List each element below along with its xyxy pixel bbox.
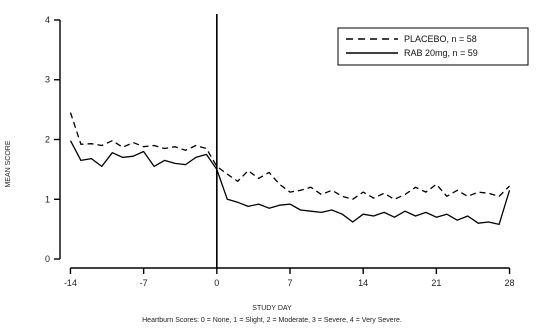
x-tick-label: -7 bbox=[140, 278, 148, 288]
legend: PLACEBO, n = 58 RAB 20mg, n = 59 bbox=[337, 27, 529, 66]
x-axis-title: STUDY DAY bbox=[252, 305, 292, 312]
y-tick-label: 1 bbox=[45, 194, 50, 204]
y-axis-title: MEAN SCORE bbox=[5, 140, 12, 187]
x-tick-label: 0 bbox=[214, 278, 219, 288]
x-axis: -14 -7 0 7 14 21 28 bbox=[64, 267, 515, 288]
x-tick-label: 14 bbox=[358, 278, 368, 288]
series-line-rab bbox=[69, 140, 511, 226]
footnote: Heartburn Scores: 0 = None, 1 = Slight, … bbox=[142, 317, 402, 324]
legend-label-placebo: PLACEBO, n = 58 bbox=[404, 34, 477, 44]
series-layer bbox=[69, 112, 511, 226]
x-tick-label: 7 bbox=[287, 278, 292, 288]
x-tick-label: -14 bbox=[64, 278, 77, 288]
x-tick-label: 21 bbox=[431, 278, 441, 288]
y-tick-label: 0 bbox=[45, 254, 50, 264]
x-tick-label: 28 bbox=[505, 278, 515, 288]
legend-label-rab: RAB 20mg, n = 59 bbox=[404, 48, 478, 58]
legend-box bbox=[337, 27, 529, 66]
y-axis: 0 1 2 3 4 bbox=[45, 15, 61, 264]
series-line-placebo bbox=[69, 112, 510, 200]
y-tick-label: 3 bbox=[45, 75, 50, 85]
y-tick-label: 2 bbox=[45, 135, 50, 145]
y-tick-label: 4 bbox=[45, 15, 50, 25]
